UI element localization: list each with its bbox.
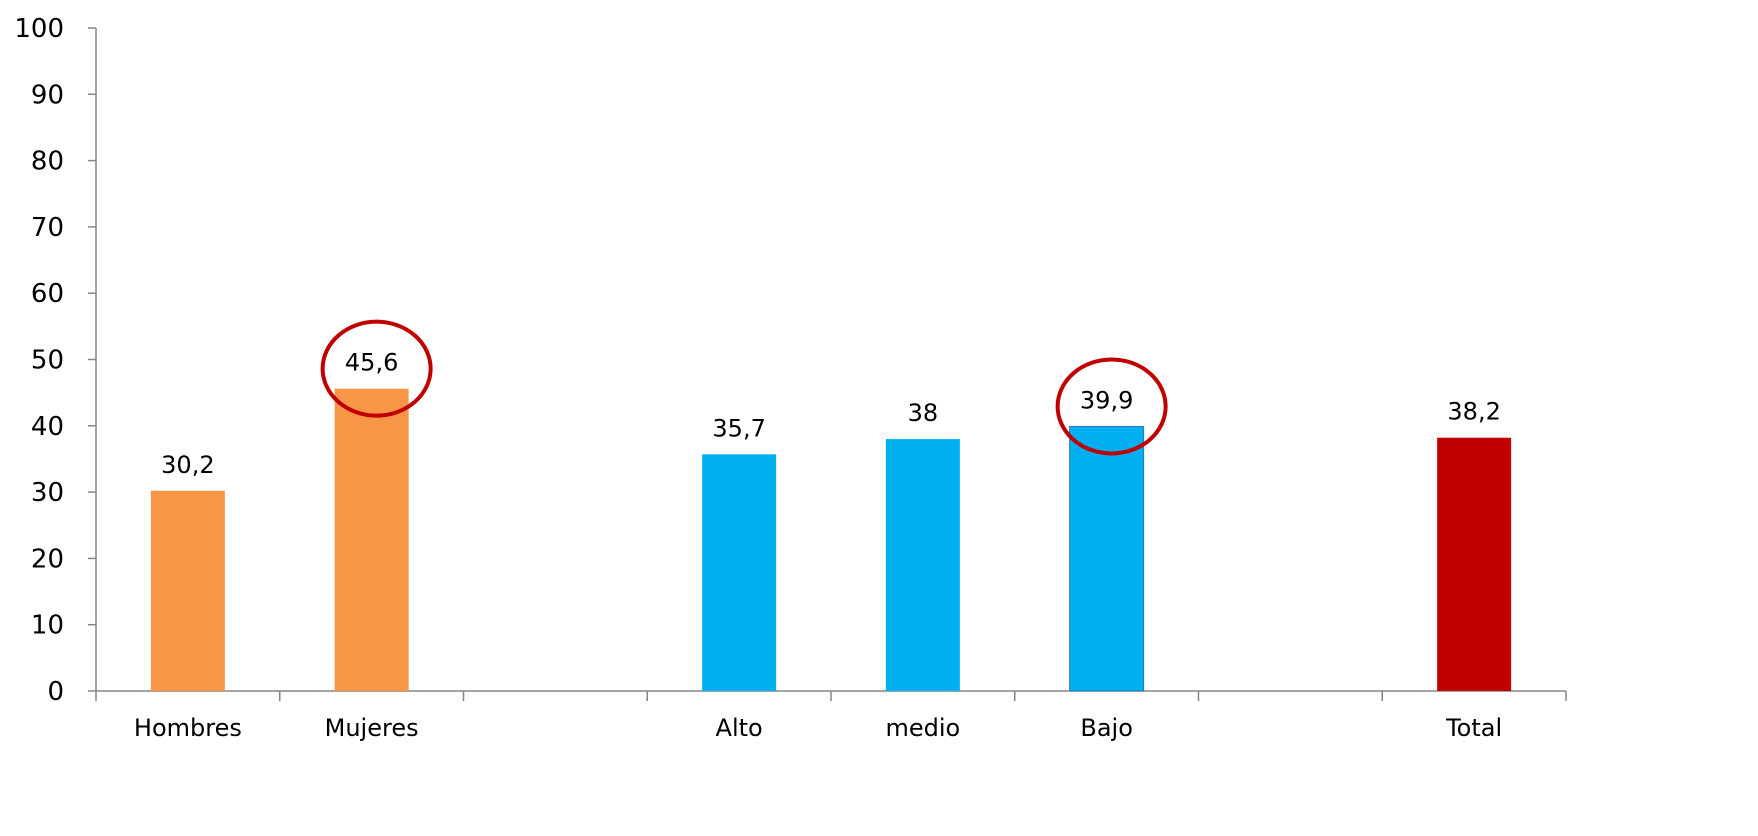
y-tick-label: 90 bbox=[31, 80, 64, 110]
x-tick-label: Mujeres bbox=[325, 714, 419, 742]
highlights bbox=[320, 319, 1168, 456]
bar bbox=[1069, 425, 1145, 692]
y-tick-label: 20 bbox=[31, 544, 64, 574]
data-label: 35,7 bbox=[712, 414, 765, 442]
highlight-circle bbox=[320, 319, 433, 418]
y-axis: 0 10 20 30 40 50 60 70 80 90 100 bbox=[14, 14, 97, 707]
x-tick-label: Total bbox=[1445, 714, 1502, 742]
data-labels: 30,2 45,6 35,7 38 39,9 38,2 bbox=[161, 349, 1501, 479]
y-tick-label: 70 bbox=[31, 213, 64, 243]
y-tick-label: 80 bbox=[31, 147, 64, 177]
y-tick-label: 0 bbox=[47, 677, 64, 707]
x-axis: Hombres Mujeres Alto medio Bajo Total bbox=[95, 690, 1567, 742]
data-label: 39,9 bbox=[1080, 386, 1133, 414]
x-tick-label: medio bbox=[886, 714, 961, 742]
bars bbox=[150, 388, 1512, 692]
y-tick-label: 40 bbox=[31, 412, 64, 442]
y-tick-label: 100 bbox=[14, 14, 64, 44]
x-tick-label: Bajo bbox=[1080, 714, 1133, 742]
y-tick-label: 60 bbox=[31, 279, 64, 309]
bar bbox=[885, 439, 960, 691]
bar bbox=[702, 454, 777, 691]
bar bbox=[1437, 437, 1512, 691]
bar bbox=[150, 490, 225, 691]
y-tick-label: 30 bbox=[31, 478, 64, 508]
y-tick-label: 10 bbox=[31, 611, 64, 641]
y-tick-label: 50 bbox=[31, 346, 64, 376]
x-tick-label: Alto bbox=[716, 714, 763, 742]
bar bbox=[334, 388, 409, 691]
data-label: 38,2 bbox=[1447, 398, 1500, 426]
data-label: 45,6 bbox=[345, 349, 398, 377]
data-label: 38 bbox=[908, 399, 939, 427]
data-label: 30,2 bbox=[161, 451, 214, 479]
highlight-circle bbox=[1055, 357, 1168, 456]
x-tick-label: Hombres bbox=[134, 714, 242, 742]
